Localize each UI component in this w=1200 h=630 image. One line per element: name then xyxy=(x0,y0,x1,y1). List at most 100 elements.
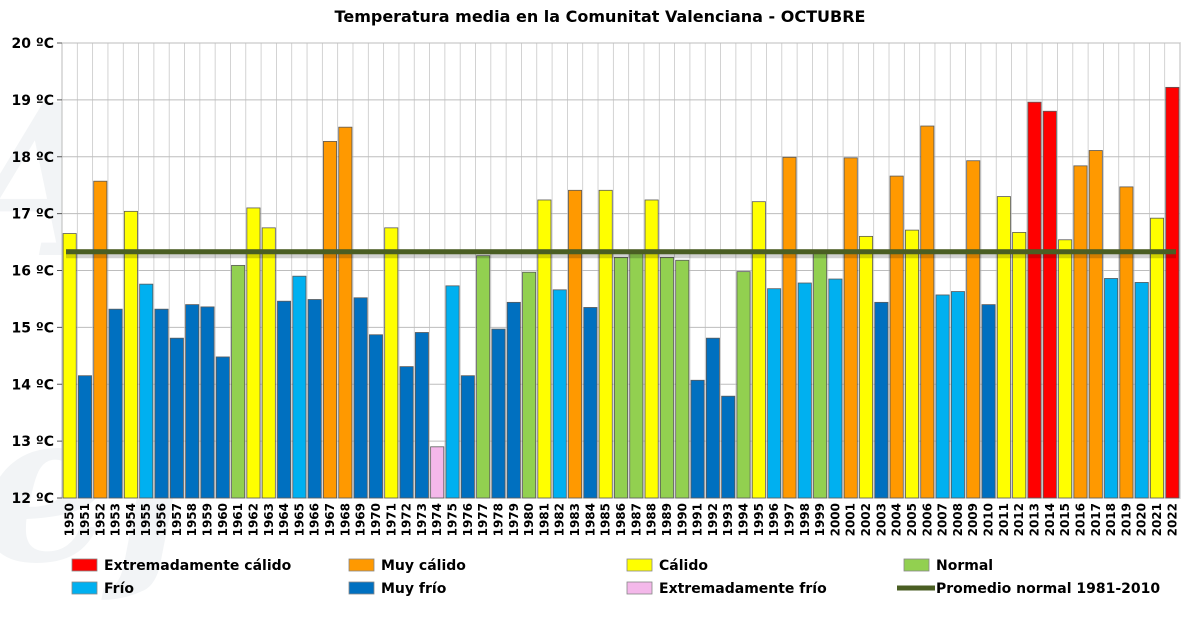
bar xyxy=(368,334,383,499)
x-tick-label: 1962 xyxy=(246,503,260,536)
x-tick-label: 1996 xyxy=(767,503,781,536)
x-tick-label: 1955 xyxy=(139,503,153,536)
x-tick-label: 2002 xyxy=(859,503,873,536)
x-tick-label: 2006 xyxy=(920,503,934,536)
x-tick-label: 2008 xyxy=(951,503,965,536)
x-tick-label: 2000 xyxy=(828,503,842,536)
y-tick-label: 20 ºC xyxy=(11,36,54,52)
y-tick-label: 18 ºC xyxy=(11,150,54,166)
x-tick-label: 1991 xyxy=(691,503,705,536)
bar xyxy=(476,255,491,499)
x-tick-label: 1972 xyxy=(400,503,414,536)
x-tick-label: 2001 xyxy=(844,503,858,536)
legend-label: Extremadamente frío xyxy=(659,581,827,597)
x-tick-label: 1960 xyxy=(216,503,230,536)
x-tick-label: 2015 xyxy=(1058,503,1072,536)
bar xyxy=(445,285,460,499)
bar xyxy=(797,282,812,499)
legend: Extremadamente cálido Muy cálido Cálido Nor… xyxy=(71,558,1160,597)
legend-label: Normal xyxy=(936,558,993,574)
x-tick-label: 1970 xyxy=(369,503,383,536)
x-tick-label: 2019 xyxy=(1119,503,1133,536)
x-tick-label: 2004 xyxy=(890,503,904,536)
x-tick-label: 2005 xyxy=(905,503,919,536)
legend-swatch xyxy=(348,558,375,572)
x-tick-label: 1967 xyxy=(323,503,337,536)
x-tick-label: 2020 xyxy=(1135,503,1149,536)
bar xyxy=(200,306,215,499)
bar xyxy=(1012,231,1027,499)
bar xyxy=(353,297,368,499)
x-tick-label: 2014 xyxy=(1043,503,1057,536)
y-tick-label: 17 ºC xyxy=(11,207,54,223)
x-tick-label: 1989 xyxy=(660,503,674,536)
bar xyxy=(843,157,858,499)
bar xyxy=(491,328,506,499)
bar xyxy=(629,251,644,499)
bar xyxy=(782,156,797,499)
x-tick-label: 1950 xyxy=(63,503,77,536)
bar xyxy=(1119,186,1134,499)
legend-label: Cálido xyxy=(659,558,708,574)
legend-label: Extremadamente cálido xyxy=(104,558,292,574)
x-tick-label: 2012 xyxy=(1012,503,1026,536)
bar xyxy=(123,210,138,499)
bar xyxy=(659,257,674,499)
x-tick-label: 1957 xyxy=(170,503,184,536)
x-tick-label: 1974 xyxy=(430,503,444,536)
x-tick-label: 1975 xyxy=(446,503,460,536)
y-tick-label: 14 ºC xyxy=(11,377,54,393)
x-tick-label: 1963 xyxy=(262,503,276,536)
legend-label: Muy cálido xyxy=(381,558,466,574)
x-tick-label: 1951 xyxy=(78,503,92,536)
bar xyxy=(292,275,307,499)
bar xyxy=(1058,239,1073,499)
bar xyxy=(154,308,169,499)
x-tick-label: 1966 xyxy=(308,503,322,536)
bar xyxy=(277,300,292,499)
bar xyxy=(261,227,276,499)
bar xyxy=(307,299,322,499)
bar xyxy=(1150,217,1165,499)
bar xyxy=(62,233,77,499)
x-tick-label: 1983 xyxy=(568,503,582,536)
x-tick-label: 1985 xyxy=(599,503,613,536)
bar xyxy=(93,180,108,499)
legend-swatch xyxy=(71,581,98,595)
bar xyxy=(1134,282,1149,499)
y-tick-label: 15 ºC xyxy=(11,320,54,336)
y-tick-label: 12 ºC xyxy=(11,491,54,507)
legend-label: Muy frío xyxy=(381,581,447,597)
x-tick-label: 1973 xyxy=(415,503,429,536)
bar xyxy=(552,289,567,499)
bar xyxy=(859,235,874,499)
bar xyxy=(169,337,184,499)
bar xyxy=(905,229,919,499)
bar xyxy=(231,264,246,499)
bar xyxy=(981,304,996,499)
bar xyxy=(414,332,429,499)
legend-swatch xyxy=(71,558,98,572)
legend-swatch xyxy=(348,581,375,595)
x-tick-label: 1978 xyxy=(491,503,505,536)
bar xyxy=(598,189,613,499)
x-tick-label: 2010 xyxy=(982,503,996,536)
bar xyxy=(828,278,843,499)
x-tick-label: 1979 xyxy=(507,503,521,536)
bar xyxy=(77,375,92,499)
bar xyxy=(537,199,552,499)
bar xyxy=(215,356,230,499)
bar xyxy=(384,227,399,499)
x-tick-label: 1999 xyxy=(813,503,827,536)
bar xyxy=(108,308,123,499)
x-tick-label: 1976 xyxy=(461,503,475,536)
x-tick-label: 1986 xyxy=(614,503,628,536)
bar xyxy=(338,126,353,499)
x-tick-label: 1990 xyxy=(675,503,689,536)
bar xyxy=(675,259,690,499)
bar xyxy=(920,125,935,499)
x-tick-label: 1952 xyxy=(93,503,107,536)
x-tick-label: 2011 xyxy=(997,503,1011,536)
x-tick-label: 1954 xyxy=(124,503,138,536)
bar xyxy=(736,271,751,499)
